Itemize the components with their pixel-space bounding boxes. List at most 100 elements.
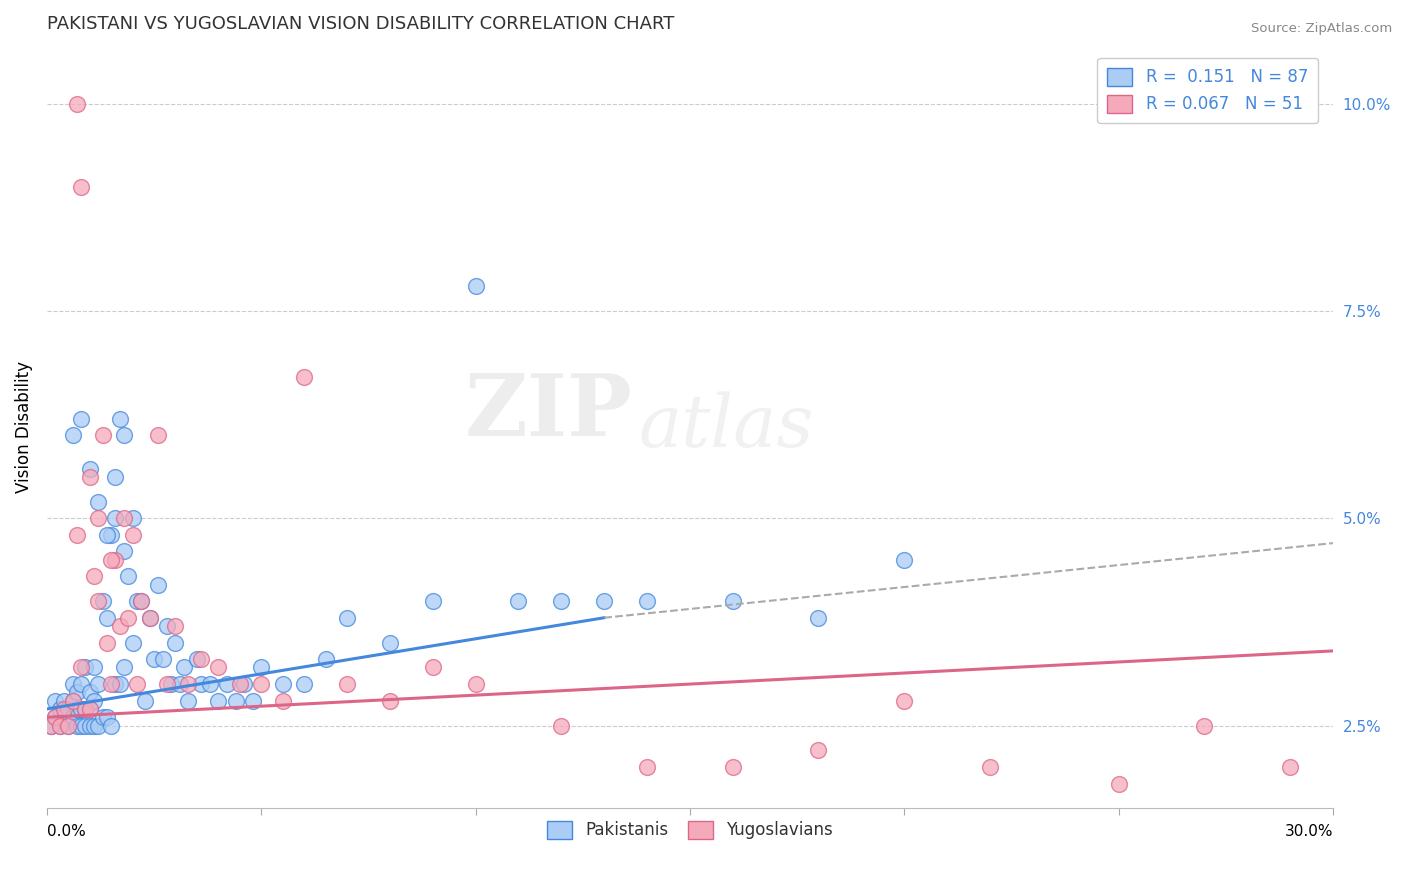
Point bbox=[70, 677, 93, 691]
Point bbox=[190, 652, 212, 666]
Point bbox=[58, 718, 80, 732]
Point bbox=[979, 760, 1001, 774]
Point bbox=[62, 710, 84, 724]
Point bbox=[121, 511, 143, 525]
Point bbox=[315, 652, 337, 666]
Point bbox=[44, 710, 66, 724]
Point bbox=[550, 718, 572, 732]
Point bbox=[464, 677, 486, 691]
Point bbox=[121, 528, 143, 542]
Point bbox=[807, 743, 830, 757]
Point bbox=[378, 693, 401, 707]
Text: 0.0%: 0.0% bbox=[46, 823, 86, 838]
Point bbox=[79, 702, 101, 716]
Point bbox=[91, 710, 114, 724]
Point bbox=[39, 718, 62, 732]
Point bbox=[62, 693, 84, 707]
Point bbox=[198, 677, 221, 691]
Point bbox=[636, 760, 658, 774]
Point bbox=[108, 619, 131, 633]
Text: atlas: atlas bbox=[638, 392, 814, 462]
Point bbox=[75, 702, 97, 716]
Point bbox=[70, 718, 93, 732]
Point bbox=[378, 635, 401, 649]
Point bbox=[112, 660, 135, 674]
Point bbox=[250, 660, 273, 674]
Point bbox=[112, 428, 135, 442]
Point bbox=[62, 677, 84, 691]
Point bbox=[48, 718, 70, 732]
Point bbox=[250, 677, 273, 691]
Point bbox=[66, 702, 89, 716]
Point bbox=[271, 677, 294, 691]
Point bbox=[75, 702, 97, 716]
Point bbox=[550, 594, 572, 608]
Point bbox=[79, 470, 101, 484]
Point bbox=[139, 611, 162, 625]
Point bbox=[75, 660, 97, 674]
Text: PAKISTANI VS YUGOSLAVIAN VISION DISABILITY CORRELATION CHART: PAKISTANI VS YUGOSLAVIAN VISION DISABILI… bbox=[46, 15, 675, 33]
Point bbox=[100, 528, 122, 542]
Point bbox=[44, 693, 66, 707]
Point bbox=[75, 718, 97, 732]
Point bbox=[87, 494, 110, 508]
Point bbox=[173, 660, 195, 674]
Point bbox=[186, 652, 208, 666]
Point bbox=[336, 611, 359, 625]
Text: ZIP: ZIP bbox=[464, 370, 633, 454]
Point bbox=[44, 710, 66, 724]
Point bbox=[96, 635, 118, 649]
Point bbox=[53, 693, 76, 707]
Point bbox=[422, 594, 444, 608]
Point bbox=[169, 677, 191, 691]
Point bbox=[807, 611, 830, 625]
Point bbox=[83, 693, 105, 707]
Text: 30.0%: 30.0% bbox=[1285, 823, 1333, 838]
Point bbox=[70, 660, 93, 674]
Point bbox=[292, 677, 315, 691]
Point bbox=[117, 611, 139, 625]
Point bbox=[139, 611, 162, 625]
Point bbox=[233, 677, 256, 691]
Point bbox=[336, 677, 359, 691]
Point bbox=[134, 693, 156, 707]
Point bbox=[83, 569, 105, 583]
Point bbox=[1279, 760, 1302, 774]
Point bbox=[96, 528, 118, 542]
Point bbox=[148, 577, 170, 591]
Point bbox=[91, 594, 114, 608]
Point bbox=[593, 594, 616, 608]
Point bbox=[70, 179, 93, 194]
Point bbox=[117, 569, 139, 583]
Point bbox=[62, 428, 84, 442]
Point bbox=[79, 718, 101, 732]
Point bbox=[190, 677, 212, 691]
Point bbox=[48, 718, 70, 732]
Point bbox=[79, 461, 101, 475]
Point bbox=[165, 635, 187, 649]
Point bbox=[100, 718, 122, 732]
Point bbox=[121, 635, 143, 649]
Point bbox=[58, 718, 80, 732]
Point bbox=[66, 685, 89, 699]
Text: Source: ZipAtlas.com: Source: ZipAtlas.com bbox=[1251, 22, 1392, 36]
Point bbox=[53, 702, 76, 716]
Point bbox=[156, 619, 179, 633]
Point bbox=[143, 652, 166, 666]
Point bbox=[87, 511, 110, 525]
Point bbox=[1194, 718, 1216, 732]
Point bbox=[112, 511, 135, 525]
Point bbox=[79, 685, 101, 699]
Point bbox=[129, 594, 152, 608]
Point bbox=[160, 677, 183, 691]
Point bbox=[66, 96, 89, 111]
Point bbox=[224, 693, 246, 707]
Point bbox=[58, 702, 80, 716]
Point bbox=[104, 552, 127, 566]
Point bbox=[156, 677, 179, 691]
Point bbox=[292, 370, 315, 384]
Point bbox=[48, 702, 70, 716]
Point bbox=[70, 702, 93, 716]
Point bbox=[108, 677, 131, 691]
Point bbox=[129, 594, 152, 608]
